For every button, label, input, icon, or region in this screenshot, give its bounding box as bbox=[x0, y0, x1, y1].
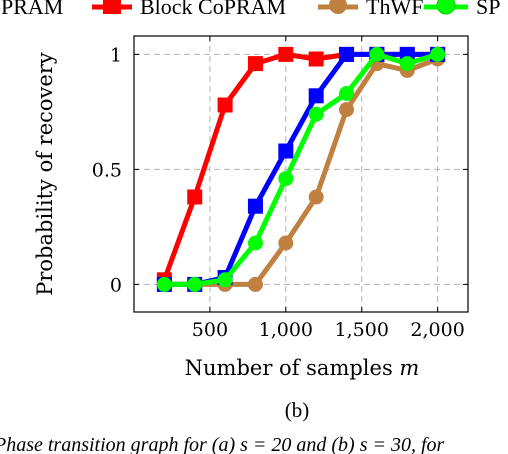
y-tick-label: 0 bbox=[110, 274, 122, 296]
data-point-thwf bbox=[247, 276, 263, 292]
data-point-block-copram bbox=[247, 56, 263, 72]
y-tick-label: 0.5 bbox=[92, 159, 122, 181]
data-point-sparta bbox=[187, 276, 203, 292]
data-point-copram bbox=[247, 198, 263, 214]
legend-marker-sparta bbox=[436, 0, 456, 15]
x-axis-label-text: Number of samples bbox=[185, 356, 393, 380]
data-point-sparta bbox=[278, 171, 294, 187]
legend-label-block-copram: Block CoPRAM bbox=[140, 0, 286, 19]
data-point-sparta bbox=[430, 46, 446, 62]
legend-marker-block-copram bbox=[103, 0, 121, 14]
series-block-copram bbox=[156, 46, 446, 288]
grid bbox=[134, 36, 468, 312]
x-tick-label: 500 bbox=[192, 319, 228, 341]
subfigure-label: (b) bbox=[285, 398, 310, 422]
legend-label-sparta: SP bbox=[476, 0, 500, 19]
plot-frame bbox=[133, 35, 469, 313]
data-point-block-copram bbox=[278, 46, 294, 62]
series-layer bbox=[156, 46, 446, 292]
data-point-thwf bbox=[278, 235, 294, 251]
data-point-copram bbox=[339, 46, 355, 62]
y-axis-label: Probability of recovery bbox=[33, 52, 57, 296]
data-point-block-copram bbox=[217, 97, 233, 113]
legend-marker-thwf bbox=[329, 0, 347, 14]
data-point-sparta bbox=[369, 46, 385, 62]
series-line-block-copram bbox=[162, 51, 438, 281]
data-point-sparta bbox=[308, 106, 324, 122]
x-axis-label-variable: m bbox=[399, 356, 419, 380]
axis-ticks: 500 1,000 1,500 2,000 0 0.5 1 bbox=[92, 36, 468, 341]
y-tick-label: 1 bbox=[110, 44, 122, 66]
series-copram bbox=[156, 46, 446, 292]
x-tick-label: 1,000 bbox=[259, 319, 313, 341]
series-sparta bbox=[156, 46, 446, 292]
data-point-block-copram bbox=[308, 51, 324, 67]
data-point-thwf bbox=[308, 189, 324, 205]
data-point-copram bbox=[278, 143, 294, 159]
x-tick-label: 2,000 bbox=[410, 319, 464, 341]
data-point-thwf bbox=[339, 102, 355, 118]
data-point-sparta bbox=[156, 276, 172, 292]
series-thwf bbox=[156, 51, 446, 292]
x-axis-label: Number of samples m bbox=[185, 356, 420, 380]
figure-caption: Phase transition graph for (a) s = 20 an… bbox=[0, 434, 445, 454]
data-point-sparta bbox=[339, 86, 355, 101]
data-point-sparta bbox=[399, 56, 415, 72]
data-point-copram bbox=[308, 88, 324, 104]
data-point-sparta bbox=[217, 272, 233, 288]
data-point-sparta bbox=[247, 235, 263, 251]
series-line-sparta bbox=[164, 51, 439, 287]
legend-label-thwf: ThWF bbox=[366, 0, 423, 19]
legend-label-copram: oPRAM bbox=[0, 0, 63, 19]
data-point-block-copram bbox=[187, 189, 203, 205]
legend: oPRAM Block CoPRAM ThWF SP bbox=[0, 0, 500, 19]
x-tick-label: 1,500 bbox=[335, 319, 389, 341]
